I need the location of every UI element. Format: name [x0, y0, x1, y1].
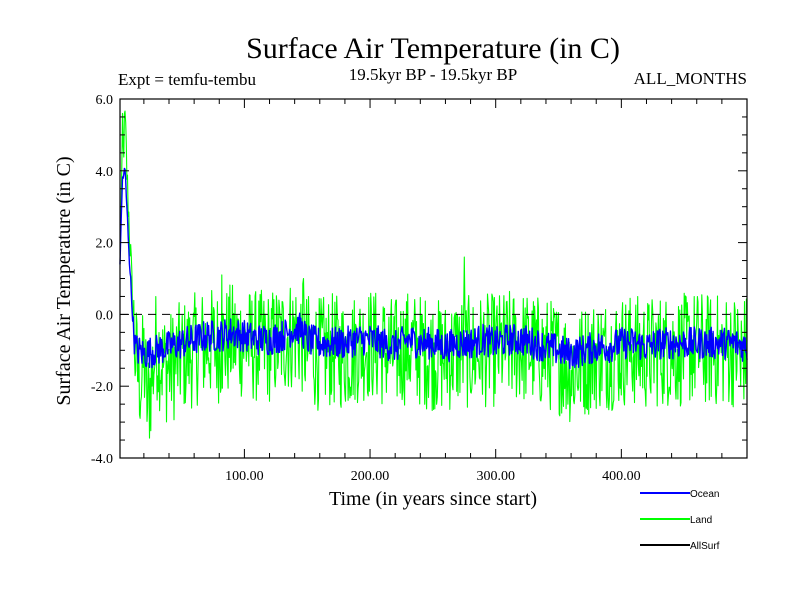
- chart-subtitle-right: ALL_MONTHS: [634, 69, 747, 88]
- y-axis-label: Surface Air Temperature (in C): [53, 156, 75, 405]
- y-tick-label: 2.0: [96, 237, 114, 252]
- x-tick-label: 400.00: [602, 469, 641, 484]
- legend-label-land: Land: [690, 515, 712, 526]
- x-axis-label: Time (in years since start): [329, 488, 537, 510]
- y-tick-label: -4.0: [91, 452, 113, 467]
- legend-label-allsurf: AllSurf: [690, 541, 720, 552]
- x-tick-label: 300.00: [476, 469, 515, 484]
- y-tick-label: -2.0: [91, 380, 113, 395]
- y-tick-label: 4.0: [96, 165, 114, 180]
- x-tick-label: 200.00: [351, 469, 390, 484]
- axis-ticks: -4.0 -2.0 0.0 2.0 4.0 6.0 100.00 200.00 300.00 40…: [91, 93, 747, 484]
- legend-label-ocean: Ocean: [690, 489, 719, 500]
- y-tick-label: 6.0: [96, 93, 114, 108]
- y-tick-label: 0.0: [96, 308, 114, 323]
- chart-title: Surface Air Temperature (in C): [246, 32, 620, 65]
- chart-subtitle-center: 19.5kyr BP - 19.5kyr BP: [349, 65, 517, 84]
- x-tick-label: 100.00: [225, 469, 264, 484]
- chart-subtitle-left: Expt = temfu-tembu: [118, 70, 257, 89]
- series-line-ocean: [119, 167, 748, 370]
- plot-series: [119, 110, 748, 439]
- legend: Ocean Land AllSurf: [640, 489, 720, 552]
